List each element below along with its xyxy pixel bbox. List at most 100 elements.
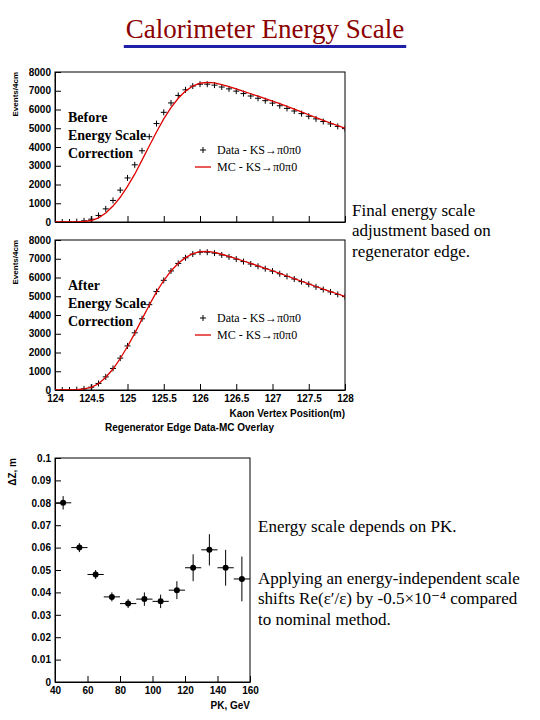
y-tick-label: 2000 (29, 179, 52, 190)
y-tick: 0.09 (32, 475, 61, 486)
x-tick-label: 126.5 (224, 393, 249, 404)
y-tick: 2000 (29, 347, 61, 358)
x-tick-mark (164, 384, 165, 390)
slide-title: Calorimeter Energy Scale (126, 14, 404, 44)
plot-frame (55, 240, 345, 390)
data-point (190, 565, 196, 571)
y-tick-mark (55, 315, 61, 316)
x-tick-mark (120, 676, 121, 682)
y-tick-mark (55, 592, 61, 593)
x-tick: 120 (177, 676, 194, 696)
x-tick-label: 120 (177, 685, 194, 696)
x-tick-label: 125 (120, 393, 137, 404)
y-tick-mark (55, 91, 61, 92)
data-point (139, 148, 145, 154)
note: Final energy scaleadjustment based onreg… (352, 201, 491, 261)
y-tick-label: 5000 (29, 123, 52, 134)
y-tick-label: 0.01 (32, 654, 52, 665)
data-point (239, 576, 245, 582)
y-tick-mark (55, 660, 61, 661)
x-tick: 140 (210, 676, 227, 696)
y-tick-label: 0.06 (32, 542, 52, 553)
legend-swatch (200, 147, 206, 153)
x-tick-mark (185, 676, 186, 682)
y-tick-label: 0.05 (32, 565, 52, 576)
x-tick-mark (153, 676, 154, 682)
y-tick: 8000 (29, 235, 61, 246)
annotation-line: Correction (68, 314, 133, 329)
y-tick: 1000 (29, 198, 61, 209)
y-tick-label: 0 (45, 217, 51, 228)
y-tick-label: 0.08 (32, 498, 52, 509)
annotation: After Energy Scale Correction (68, 278, 146, 329)
y-tick: 0.01 (32, 654, 61, 665)
x-tick: 100 (145, 676, 162, 696)
x-axis: 406080100120140160 (50, 676, 259, 696)
y-tick-mark (55, 390, 61, 391)
x-tick: 127 (265, 384, 282, 404)
y-axis-title: ΔZ, m (7, 458, 18, 486)
data-point (154, 121, 160, 127)
x-tick-label: 140 (210, 685, 227, 696)
x-axis-title: Kaon Vertex Position(m) (229, 408, 345, 419)
y-tick-label: 4000 (29, 310, 52, 321)
y-tick-label: 0.03 (32, 610, 52, 621)
y-tick-mark (55, 278, 61, 279)
x-tick-mark (236, 216, 237, 222)
y-axis: 010002000300040005000600070008000 (29, 235, 61, 396)
y-tick: 0.03 (32, 610, 61, 621)
data-point (117, 187, 123, 193)
annotation-line: Energy Scale (68, 296, 146, 311)
y-tick: 4000 (29, 310, 61, 321)
y-tick-mark (55, 72, 61, 73)
x-tick-label: 127 (265, 393, 282, 404)
y-tick-label: 0.07 (32, 520, 52, 531)
data-point (174, 587, 180, 593)
x-tick-mark (273, 384, 274, 390)
y-tick-mark (55, 637, 61, 638)
x-tick-mark (236, 384, 237, 390)
annotation-line: After (68, 278, 100, 293)
data-point (206, 547, 212, 553)
data-point (93, 571, 99, 577)
legend-label: Data - KS→π0π0 (217, 311, 301, 325)
y-tick-mark (55, 240, 61, 241)
data-point (109, 594, 115, 600)
y-tick-label: 3000 (29, 160, 52, 171)
x-tick: 125.5 (152, 384, 177, 404)
x-tick-mark (273, 216, 274, 222)
y-tick: 0 (45, 677, 61, 688)
chart-caption: Regenerator Edge Data-MC Overlay (105, 422, 274, 433)
y-tick-mark (55, 128, 61, 129)
data-point (76, 545, 82, 551)
y-tick-label: 3000 (29, 328, 52, 339)
y-axis: 00.010.020.030.040.050.060.070.080.090.1 (32, 453, 61, 688)
annotation-line: Before (68, 110, 107, 125)
x-tick (309, 216, 310, 222)
y-tick-label: 4000 (29, 142, 52, 153)
y-tick-mark (55, 222, 61, 223)
y-tick-mark (55, 480, 61, 481)
x-tick-label: 126 (192, 393, 209, 404)
legend-label: Data - KS→π0π0 (217, 143, 301, 157)
y-tick-label: 1000 (29, 366, 52, 377)
note-line: to nominal method. (258, 610, 391, 629)
y-tick: 0.02 (32, 632, 61, 643)
x-tick: 125 (120, 384, 137, 404)
x-axis-line (56, 390, 346, 391)
plot-area (55, 249, 345, 390)
x-tick: 128 (337, 384, 354, 404)
annotation-line: Correction (68, 146, 133, 161)
y-tick: 0.04 (32, 587, 61, 598)
plot-area (55, 496, 250, 608)
y-tick-mark (55, 259, 61, 260)
x-axis-line (56, 682, 251, 683)
annotation-line: Energy Scale (68, 128, 146, 143)
x-tick-mark (345, 216, 346, 222)
slide: Calorimeter Energy Scale0100020003000400… (0, 0, 540, 720)
series-line (55, 82, 345, 222)
note: Applying an energy-independent scaleshif… (258, 569, 520, 629)
y-tick-label: 0 (45, 385, 51, 396)
y-tick: 1000 (29, 366, 61, 377)
x-tick-mark (200, 216, 201, 222)
